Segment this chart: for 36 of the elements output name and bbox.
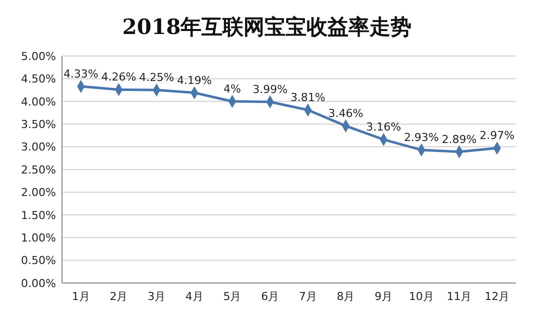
y-tick-label: 1.00% [21, 231, 56, 244]
y-tick-label: 5.00% [21, 50, 56, 63]
data-label: 3.46% [328, 106, 364, 120]
x-tick-label: 10月 [408, 290, 434, 303]
data-label: 4.19% [176, 74, 212, 87]
x-tick-label: 11月 [446, 290, 472, 303]
data-label: 2.93% [404, 130, 439, 144]
data-label: 3.81% [290, 91, 326, 104]
y-tick-label: 0.00% [21, 276, 56, 290]
y-tick-label: 3.00% [21, 140, 56, 154]
data-label: 3.16% [366, 120, 402, 134]
data-label: 2.89% [442, 132, 477, 146]
x-tick-label: 7月 [298, 290, 317, 303]
y-tick-label: 4.50% [21, 72, 56, 86]
chart-title: 2018年互联网宝宝收益率走势 [122, 14, 412, 39]
x-tick-label: 3月 [148, 290, 166, 303]
y-tick-label: 4.00% [21, 95, 56, 108]
y-tick-label: 2.00% [21, 186, 56, 200]
data-label: 4% [224, 82, 241, 96]
x-tick-label: 2月 [110, 290, 128, 303]
x-tick-label: 5月 [223, 290, 242, 303]
y-tick-label: 3.50% [21, 118, 56, 131]
data-label: 4.25% [139, 71, 174, 84]
x-tick-label: 8月 [336, 290, 355, 303]
data-label: 4.26% [101, 70, 136, 84]
data-label: 2.97% [480, 129, 515, 142]
x-tick-label: 12月 [484, 290, 510, 303]
x-tick-label: 9月 [374, 290, 393, 303]
x-tick-label: 1月 [72, 290, 90, 303]
data-label: 3.99% [252, 82, 288, 96]
y-tick-label: 1.50% [21, 208, 56, 222]
y-tick-label: 0.50% [21, 254, 56, 268]
x-tick-label: 6月 [261, 290, 280, 303]
x-tick-label: 4月 [185, 290, 204, 303]
data-label: 4.33% [63, 67, 98, 80]
y-tick-label: 2.50% [21, 163, 56, 176]
